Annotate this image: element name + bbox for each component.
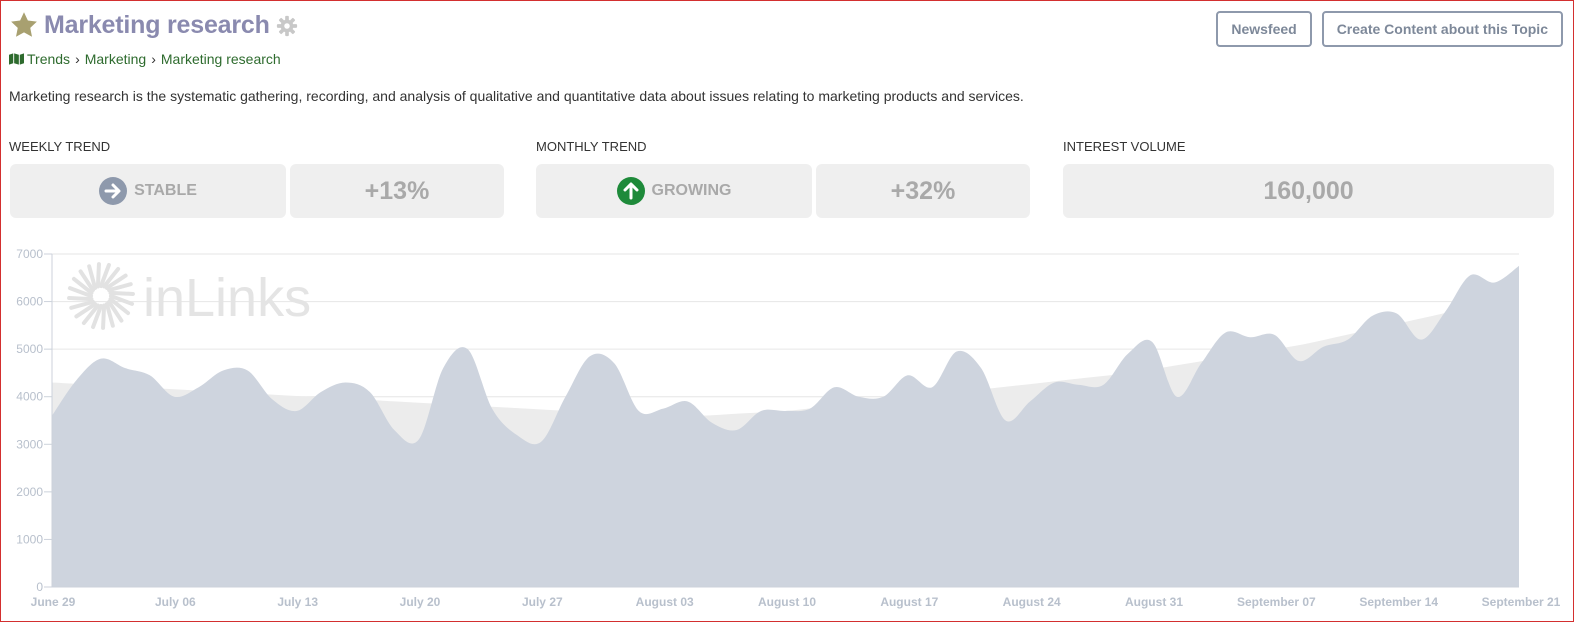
sunburst-ray bbox=[109, 294, 135, 306]
page-title: Marketing research bbox=[44, 10, 270, 39]
sunburst-ray bbox=[104, 273, 128, 290]
y-tick-label: 5000 bbox=[16, 342, 43, 356]
x-tick-label: July 06 bbox=[155, 595, 196, 609]
sunburst-ray bbox=[69, 299, 95, 310]
sunburst-ray bbox=[108, 290, 135, 296]
create-content-button[interactable]: Create Content about this Topic bbox=[1321, 11, 1563, 47]
gear-icon[interactable] bbox=[276, 15, 298, 37]
sunburst-ray bbox=[71, 276, 94, 295]
sunburst-ray bbox=[78, 269, 95, 293]
sunburst-ray bbox=[91, 304, 103, 330]
weekly-change-value: +13% bbox=[364, 176, 430, 205]
sunburst-ray bbox=[74, 302, 98, 319]
sunburst-logo-icon bbox=[67, 262, 135, 330]
x-axis-ticks: June 29 July 06 July 13 July 20 July 27 Augus… bbox=[31, 595, 1561, 609]
x-tick-label: September 14 bbox=[1359, 595, 1438, 609]
chevron-right-icon: › bbox=[151, 51, 156, 67]
y-tick-label: 7000 bbox=[16, 247, 43, 261]
weekly-status-card: STABLE bbox=[10, 164, 286, 218]
x-tick-label: July 27 bbox=[522, 595, 563, 609]
interest-volume-card: 160,000 bbox=[1063, 164, 1554, 218]
sunburst-ray bbox=[107, 299, 124, 323]
interest-volume-value: 160,000 bbox=[1263, 176, 1354, 205]
x-tick-label: August 24 bbox=[1003, 595, 1061, 609]
interest-chart-svg: inLinks 0 1000 2000 3000 4000 5000 6000 7000 Ju… bbox=[16, 247, 1561, 609]
arrow-right-circle-icon bbox=[99, 177, 128, 205]
header-actions: Newsfeed Create Content about this Topic bbox=[1216, 11, 1563, 47]
weekly-trend-label: WEEKLY TREND bbox=[9, 139, 111, 154]
y-tick-label: 0 bbox=[36, 580, 43, 594]
monthly-change-card: +32% bbox=[816, 164, 1030, 218]
y-axis-ticks: 0 1000 2000 3000 4000 5000 6000 7000 bbox=[16, 247, 52, 594]
monthly-trend-label: MONTHLY TREND bbox=[536, 139, 647, 154]
watermark-text: inLinks bbox=[143, 268, 311, 328]
sunburst-ray bbox=[99, 262, 111, 288]
breadcrumb-trends[interactable]: Trends bbox=[27, 51, 71, 67]
breadcrumb-marketing-research[interactable]: Marketing research bbox=[160, 51, 281, 67]
x-tick-label: August 17 bbox=[880, 595, 938, 609]
sunburst-ray bbox=[87, 264, 98, 290]
y-tick-label: 4000 bbox=[16, 390, 43, 404]
y-tick-label: 1000 bbox=[16, 532, 43, 546]
monthly-status-card: GROWING bbox=[536, 164, 812, 218]
x-tick-label: September 21 bbox=[1482, 595, 1561, 609]
y-tick-label: 2000 bbox=[16, 485, 43, 499]
sunburst-ray bbox=[95, 262, 101, 289]
breadcrumb-marketing[interactable]: Marketing bbox=[84, 51, 147, 67]
newsfeed-button[interactable]: Newsfeed bbox=[1216, 11, 1312, 47]
star-icon[interactable] bbox=[9, 10, 39, 40]
x-tick-label: June 29 bbox=[31, 595, 76, 609]
y-tick-label: 3000 bbox=[16, 437, 43, 451]
monthly-status: GROWING bbox=[651, 182, 732, 199]
watermark: inLinks bbox=[67, 262, 311, 330]
x-tick-label: September 07 bbox=[1237, 595, 1316, 609]
sunburst-ray bbox=[104, 302, 115, 328]
map-icon bbox=[9, 53, 24, 65]
x-tick-label: August 31 bbox=[1125, 595, 1183, 609]
sunburst-ray bbox=[67, 286, 93, 298]
x-tick-label: July 20 bbox=[400, 595, 441, 609]
breadcrumb: Trends › Marketing › Marketing research bbox=[9, 51, 281, 67]
y-tick-label: 6000 bbox=[16, 295, 43, 309]
sunburst-ray bbox=[102, 266, 121, 289]
monthly-change-value: +32% bbox=[890, 176, 956, 205]
x-tick-label: August 03 bbox=[636, 595, 694, 609]
chevron-right-icon: › bbox=[75, 51, 80, 67]
arrow-up-circle-icon bbox=[616, 177, 645, 205]
series-area bbox=[52, 265, 1519, 587]
x-tick-label: July 13 bbox=[277, 595, 318, 609]
topic-description: Marketing research is the systematic gat… bbox=[9, 88, 1024, 104]
weekly-change-card: +13% bbox=[290, 164, 504, 218]
sunburst-ray bbox=[67, 296, 94, 302]
sunburst-ray bbox=[107, 282, 133, 293]
sunburst-ray bbox=[101, 303, 107, 330]
weekly-status: STABLE bbox=[134, 182, 197, 199]
page-header: Marketing research bbox=[9, 9, 298, 41]
interest-chart: inLinks 0 1000 2000 3000 4000 5000 6000 7000 Ju… bbox=[1, 236, 1574, 622]
interest-volume-label: INTEREST VOLUME bbox=[1063, 139, 1186, 154]
sunburst-ray bbox=[108, 297, 131, 316]
sunburst-ray bbox=[81, 303, 100, 326]
x-tick-label: August 10 bbox=[758, 595, 816, 609]
